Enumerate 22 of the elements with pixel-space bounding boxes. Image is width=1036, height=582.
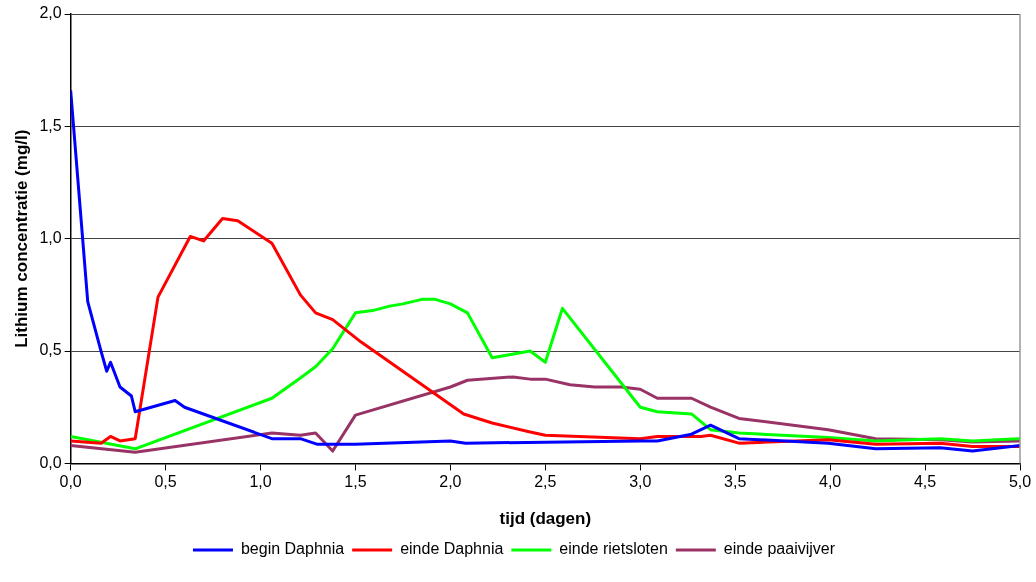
- y-tick-label: 1,0: [39, 229, 62, 247]
- y-tick-label: 0,5: [39, 341, 62, 359]
- y-tick-label: 2,0: [39, 4, 62, 22]
- x-tick-label: 2,5: [534, 473, 557, 491]
- x-tick-label: 5,0: [1008, 473, 1032, 491]
- x-tick-label: 4,0: [819, 473, 842, 491]
- x-tick-label: 3,0: [629, 473, 652, 491]
- x-tick-label: 4,5: [913, 473, 937, 491]
- x-tick-label: 1,5: [344, 473, 367, 491]
- legend-label: begin Daphnia: [240, 540, 345, 558]
- x-tick-label: 0,0: [59, 473, 82, 491]
- x-axis-title: tijd (dagen): [499, 509, 592, 529]
- x-tick-label: 3,5: [724, 473, 747, 491]
- legend-label: einde Daphnia: [400, 540, 504, 558]
- y-tick-label: 0,0: [39, 453, 62, 471]
- legend-label: einde paaivijver: [723, 540, 836, 558]
- y-tick-label: 1,5: [39, 116, 62, 134]
- x-tick-label: 2,0: [439, 473, 462, 491]
- x-tick-label: 0,5: [154, 473, 177, 491]
- x-tick-label: 1,0: [249, 473, 272, 491]
- y-axis-title: Lithium concentratie (mg/l): [11, 129, 31, 348]
- legend-label: einde rietsloten: [559, 540, 668, 558]
